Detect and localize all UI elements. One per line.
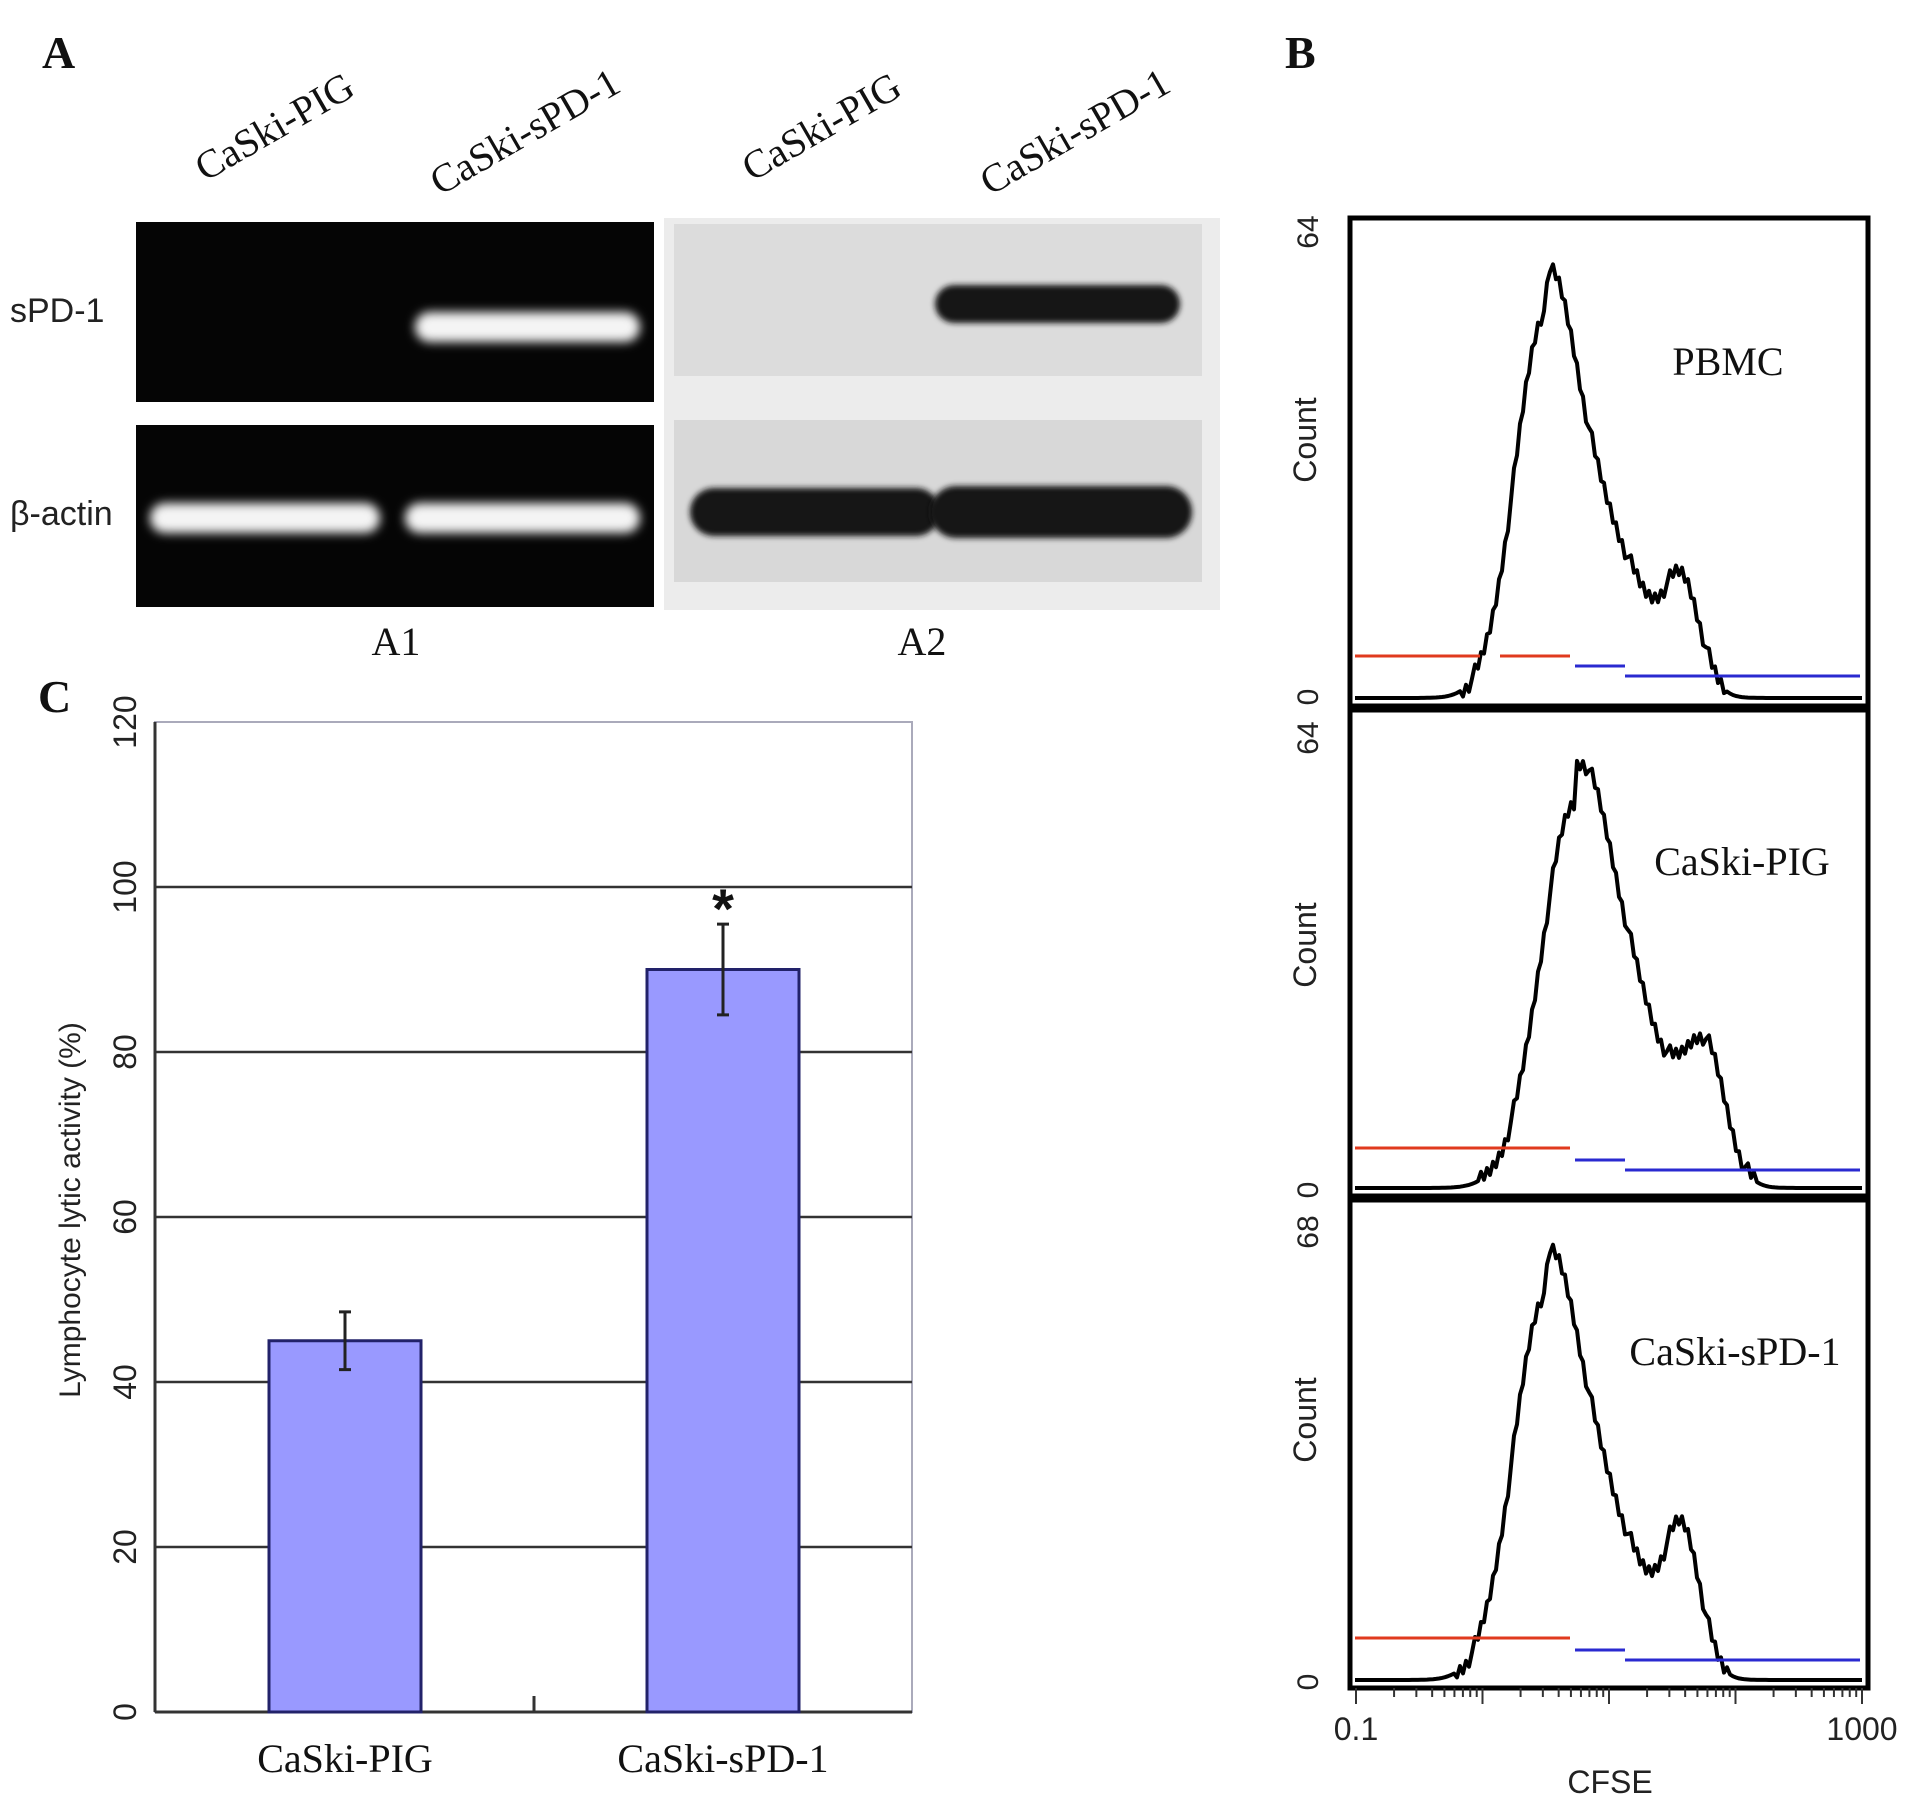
chart-x-label-2: CaSki-sPD-1 [617,1736,828,1781]
cfse-axis-label: CFSE [1567,1764,1652,1800]
bar-2 [645,968,801,1714]
histogram-caski-spd1-ymin: 0 [1292,1674,1325,1691]
chart-y-tick-label: 40 [107,1364,143,1400]
histogram-pbmc-curve [1355,262,1862,700]
bar-chart: 0 20 40 60 80 100 120 CaSki-PIG CaSki-sPD-1 [107,695,913,1781]
histogram-pbmc-name: PBMC [1672,339,1783,384]
panel-b-letter: B [1285,27,1316,78]
histogram-caski-pig-frame [1347,707,1871,1199]
row-label-spd1: sPD-1 [10,292,104,330]
chart-y-tick-label: 80 [107,1034,143,1070]
histogram-caski-pig-ymax: 64 [1292,721,1325,754]
sublabel-a1: A1 [372,619,421,664]
panel-c: C Lymphocyte lytic activity (%) 0 20 40 60 8… [38,671,913,1781]
chart-y-tick-label: 60 [107,1199,143,1235]
lane-label-a2-spd1: CaSki-sPD-1 [972,59,1177,204]
histogram-pbmc-frame [1347,215,1871,709]
blot-a2-band-actin-spd1 [930,486,1192,538]
histogram-caski-spd1-name: CaSki-sPD-1 [1629,1329,1840,1374]
histogram-caski-spd1: 68 0 Count CaSki-sPD-1 [1287,1197,1871,1691]
lane-label-a1-spd1: CaSki-sPD-1 [422,59,627,204]
histogram-caski-pig-ymin: 0 [1292,1182,1325,1199]
histogram-caski-pig-name: CaSki-PIG [1654,839,1830,884]
panel-a-letter: A [42,27,75,78]
histogram-pbmc-ymax: 64 [1292,215,1325,248]
chart-x-labels: CaSki-PIG CaSki-sPD-1 [257,1736,828,1781]
histogram-caski-pig: 64 0 Count CaSki-PIG [1287,707,1871,1199]
lane-label-a2-pig: CaSki-PIG [734,63,909,190]
cfse-tick-min: 0.1 [1334,1711,1378,1747]
histogram-pbmc-ymin: 0 [1292,689,1325,706]
panel-c-letter: C [38,671,71,722]
gel-a1 [136,222,654,607]
gel-a1-band-spd1 [415,312,640,342]
blot-a2-band-actin-pig [690,488,940,536]
lane-label-a1-pig: CaSki-PIG [187,63,362,190]
blot-a2 [664,218,1220,610]
histogram-caski-pig-curve [1355,758,1862,1190]
cfse-axis-ticks [1355,1688,1863,1704]
panel-b: B 64 0 Count PBMC 64 0 Count CaSki-PIG [1285,27,1898,1800]
sublabel-a2: A2 [898,619,947,664]
panel-a: A CaSki-PIG CaSki-sPD-1 CaSki-PIG CaSki-… [10,27,1220,664]
chart-x-label-1: CaSki-PIG [257,1736,433,1781]
histogram-caski-spd1-ylabel: Count [1287,1377,1323,1463]
bar-1 [267,1339,423,1714]
significance-mark: * [712,877,734,940]
chart-y-tick-label: 0 [107,1703,143,1721]
histogram-caski-pig-ylabel: Count [1287,902,1323,988]
histogram-pbmc: 64 0 Count PBMC [1287,215,1871,709]
histogram-caski-spd1-frame [1347,1197,1871,1691]
chart-errorbars [339,922,729,1372]
row-label-beta-actin: β-actin [10,495,113,533]
chart-y-tick-label: 120 [107,695,143,748]
blot-a2-band-spd1 [935,285,1180,323]
chart-y-tick-label: 20 [107,1529,143,1565]
histogram-caski-spd1-curve [1355,1242,1862,1682]
chart-bars [267,968,801,1714]
histogram-pbmc-ylabel: Count [1287,397,1323,483]
chart-y-tick-label: 100 [107,860,143,913]
cfse-tick-max: 1000 [1826,1711,1897,1747]
chart-ylabel: Lymphocyte lytic activity (%) [54,1022,87,1398]
chart-y-ticks: 0 20 40 60 80 100 120 [107,695,143,1721]
gel-a1-band-actin-pig [150,503,380,533]
gel-a1-band-actin-spd1 [405,503,640,533]
histogram-caski-spd1-ymax: 68 [1292,1215,1325,1248]
